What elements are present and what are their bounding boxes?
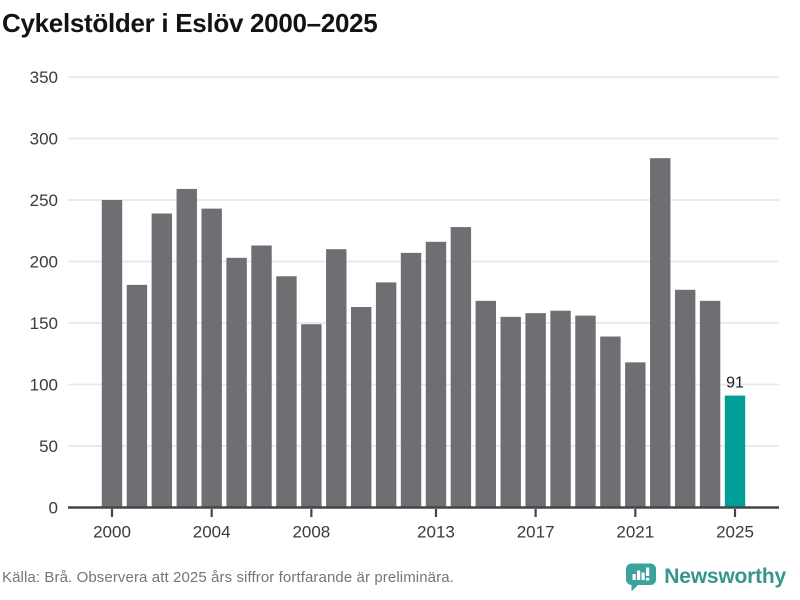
x-axis-label-2025: 2025 [716,523,754,542]
newsworthy-wordmark: Newsworthy [664,565,786,588]
bar-2009 [326,249,347,508]
bar-2020 [600,336,621,508]
bar-2023 [674,289,696,508]
bar-2004 [201,208,222,508]
y-axis-label-150: 150 [30,314,58,333]
y-axis-label-250: 250 [30,191,58,210]
bar-2003 [176,188,197,508]
x-axis-label-2013: 2013 [417,523,455,542]
bar-2017 [525,313,546,508]
x-axis-label-2017: 2017 [517,523,555,542]
bar-2015 [475,300,496,508]
x-axis-label-2021: 2021 [616,523,654,542]
x-axis-label-2000: 2000 [93,523,131,542]
y-axis-label-100: 100 [30,376,58,395]
bar-2012 [400,252,422,508]
bar-2025 [724,395,746,508]
bar-value-label: 91 [726,375,744,392]
newsworthy-chart-bubble-icon [626,563,657,592]
y-axis-label-350: 350 [30,68,58,87]
bar-2002 [151,213,173,508]
y-axis-label-200: 200 [30,253,58,272]
bar-2008 [301,324,322,508]
bar-2024 [699,300,721,508]
bar-2014 [450,227,472,508]
x-axis-label-2008: 2008 [292,523,330,542]
bar-2005 [226,257,247,508]
bar-2018 [550,310,571,508]
bar-2006 [251,245,272,508]
bar-chart: 0 50 100 150 200 250 300 350 2000 2004 2008 2013 201… [30,68,779,542]
y-axis-label-300: 300 [30,130,58,149]
bar-2011 [375,282,397,508]
bar-2013 [425,241,447,508]
bar-2007 [276,276,297,508]
bar-2022 [650,158,671,508]
source-note: Källa: Brå. Observera att 2025 års siffr… [2,568,454,586]
newsworthy-logo: Newsworthy [624,560,786,594]
bar-2019 [575,315,596,508]
y-axis-label-0: 0 [49,499,58,518]
bar-2021 [625,362,646,508]
chart-title: Cykelstölder i Eslöv 2000–2025 [2,8,378,38]
footer: Källa: Brå. Observera att 2025 års siffr… [2,560,786,594]
bar-2001 [126,284,148,508]
y-axis-label-50: 50 [39,437,58,456]
x-axis-label-2004: 2004 [193,523,231,542]
bar-2010 [351,307,372,508]
bar-2016 [500,316,521,508]
bar-2000 [101,200,123,508]
